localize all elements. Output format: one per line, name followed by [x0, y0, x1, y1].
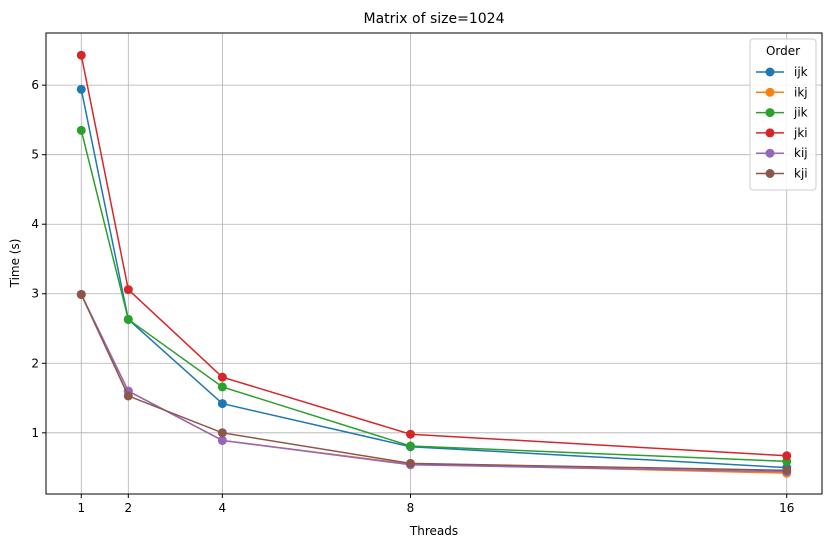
- series-jki: [76, 50, 792, 461]
- y-tick-label: 2: [31, 356, 39, 370]
- legend-label: jik: [793, 106, 808, 120]
- legend-title: Order: [766, 44, 800, 58]
- series-line: [80, 89, 787, 469]
- x-tick-label: 1: [77, 501, 85, 515]
- data-point: [217, 435, 227, 445]
- y-tick-label: 3: [31, 287, 39, 301]
- x-axis-label: Threads: [409, 524, 458, 538]
- data-point: [123, 314, 133, 324]
- axis-ticks: 1 2 4 8 16 1 2 3 4 5 6: [31, 78, 794, 515]
- legend-label: kji: [794, 167, 808, 181]
- data-point: [217, 428, 227, 438]
- x-tick-label: 4: [219, 501, 227, 515]
- legend-item-jki: jki: [756, 126, 808, 140]
- legend: Order ijk ikj jik jki kij kji: [749, 38, 817, 191]
- series-group: [76, 50, 792, 478]
- legend-swatch-marker: [765, 148, 775, 158]
- legend-item-ikj: ikj: [756, 85, 808, 99]
- series-line: [80, 130, 787, 463]
- y-tick-label: 4: [31, 217, 39, 231]
- legend-label: ijk: [794, 65, 808, 79]
- legend-swatch-marker: [765, 128, 775, 138]
- legend-item-kji: kji: [756, 167, 808, 181]
- legend-label: jki: [793, 126, 808, 140]
- legend-swatch-marker: [765, 67, 775, 77]
- chart-title: Matrix of size=1024: [364, 11, 505, 27]
- legend-item-ijk: ijk: [756, 65, 808, 79]
- data-point: [405, 458, 415, 468]
- data-point: [217, 399, 227, 409]
- legend-item-jik: jik: [756, 106, 808, 120]
- data-point: [76, 84, 86, 94]
- legend-swatch-marker: [765, 169, 775, 178]
- data-point: [217, 382, 227, 392]
- series-line: [80, 294, 787, 472]
- legend-swatch-marker: [765, 87, 775, 97]
- data-point: [782, 451, 792, 461]
- legend-item-kij: kij: [756, 146, 808, 160]
- series-ijk: [76, 84, 792, 473]
- data-point: [405, 429, 415, 439]
- y-tick-label: 6: [31, 78, 39, 92]
- legend-label: ikj: [794, 85, 808, 99]
- series-line: [80, 55, 787, 457]
- x-tick-label: 2: [124, 501, 132, 515]
- data-point: [76, 289, 86, 299]
- data-point: [405, 441, 415, 451]
- legend-swatch-marker: [765, 108, 775, 118]
- y-axis-label: Time (s): [8, 239, 22, 289]
- legend-label: kij: [794, 146, 808, 160]
- y-tick-label: 1: [31, 426, 39, 440]
- series-jik: [76, 125, 792, 466]
- x-tick-label: 16: [779, 501, 794, 515]
- plot-frame: [45, 32, 823, 495]
- data-point: [123, 285, 133, 295]
- data-point: [782, 465, 792, 475]
- y-tick-label: 5: [31, 148, 39, 162]
- data-point: [76, 125, 86, 135]
- grid-lines: [46, 33, 822, 494]
- x-tick-label: 8: [407, 501, 415, 515]
- data-point: [123, 391, 133, 401]
- data-point: [217, 372, 227, 382]
- series-kji: [76, 289, 792, 475]
- series-line: [80, 294, 787, 473]
- data-point: [76, 50, 86, 60]
